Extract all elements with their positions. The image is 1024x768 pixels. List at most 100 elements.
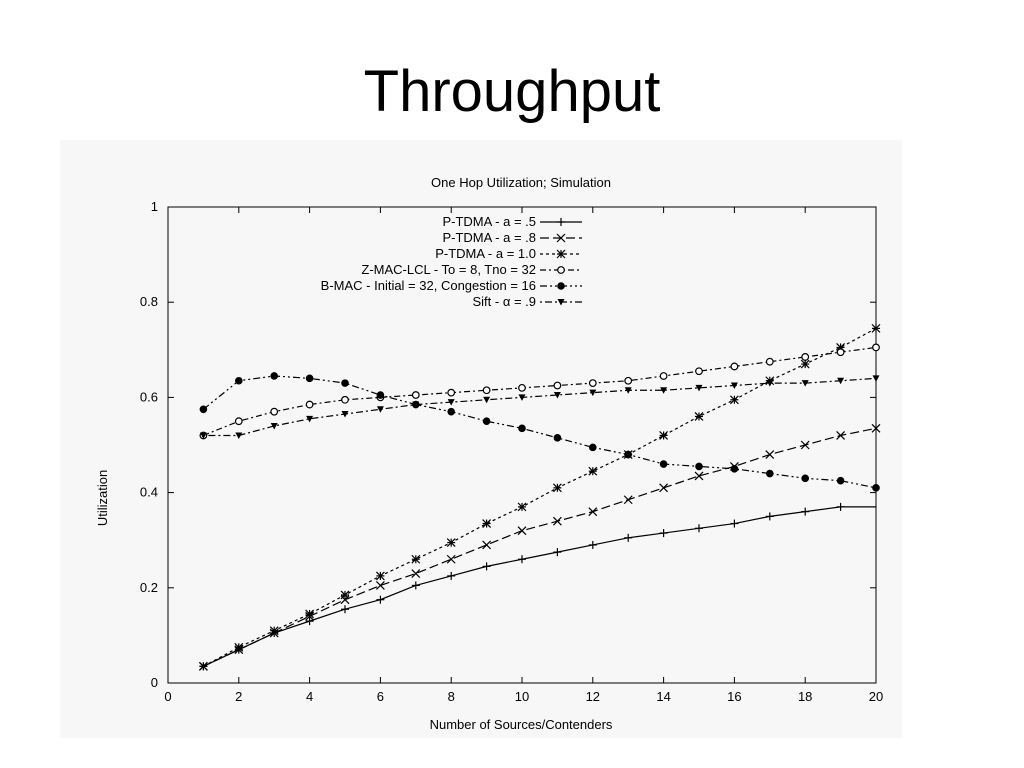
- data-point: [376, 406, 384, 413]
- data-point: [375, 580, 385, 590]
- data-point: [482, 540, 492, 550]
- series-6: [199, 375, 880, 439]
- data-point: [447, 407, 456, 416]
- data-point: [729, 395, 739, 405]
- legend-label: B-MAC - Initial = 32, Congestion = 16: [321, 278, 536, 293]
- data-point: [659, 460, 668, 468]
- y-tick-label: 0: [151, 675, 158, 690]
- data-point: [800, 359, 810, 369]
- data-point: [411, 554, 421, 564]
- data-point: [694, 412, 704, 421]
- y-tick-label: 0.6: [140, 389, 158, 404]
- data-point: [482, 417, 491, 426]
- data-point: [872, 375, 880, 382]
- data-point: [801, 474, 810, 483]
- data-point: [482, 562, 491, 571]
- data-point: [588, 540, 597, 549]
- x-tick-label: 10: [515, 689, 529, 704]
- data-point: [306, 415, 314, 423]
- legend-marker: [556, 249, 566, 259]
- data-point: [235, 432, 243, 439]
- data-point: [589, 443, 597, 452]
- data-point: [766, 469, 774, 478]
- data-point: [588, 466, 598, 476]
- data-point: [553, 548, 562, 557]
- data-point: [765, 357, 774, 366]
- data-point: [199, 432, 207, 439]
- series-1: [199, 502, 876, 671]
- legend-marker: [557, 282, 565, 290]
- data-point: [270, 407, 279, 416]
- data-point: [800, 440, 810, 450]
- data-point: [517, 526, 527, 536]
- x-tick-label: 18: [798, 689, 812, 704]
- x-tick-label: 0: [164, 689, 171, 704]
- x-tick-label: 20: [869, 689, 883, 704]
- data-point: [198, 661, 208, 671]
- data-point: [623, 495, 633, 505]
- data-point: [412, 401, 420, 409]
- data-point: [694, 471, 704, 481]
- data-point: [624, 387, 632, 394]
- legend-entry: Sift - α = .9: [472, 294, 582, 309]
- legend-marker: [557, 299, 565, 306]
- data-point: [837, 377, 845, 385]
- data-point: [589, 389, 597, 397]
- data-point: [518, 424, 526, 433]
- data-point: [305, 617, 314, 626]
- legend-label: P-TDMA - a = 1.0: [435, 246, 536, 261]
- series-line: [203, 377, 877, 437]
- y-tick-label: 0.4: [140, 485, 158, 500]
- data-point: [375, 571, 385, 581]
- data-point: [376, 595, 385, 604]
- data-point: [270, 422, 278, 430]
- data-point: [765, 450, 775, 459]
- x-axis-label: Number of Sources/Contenders: [430, 717, 613, 732]
- data-point: [518, 394, 526, 401]
- data-point: [695, 367, 703, 376]
- data-point: [234, 642, 244, 652]
- series-line: [203, 506, 876, 667]
- data-point: [836, 502, 845, 511]
- data-point: [518, 555, 526, 564]
- x-tick-label: 16: [727, 689, 741, 704]
- data-point: [482, 519, 492, 528]
- series-lines: [198, 323, 881, 671]
- x-tick-label: 2: [235, 689, 242, 704]
- data-point: [695, 462, 703, 471]
- x-tick-label: 8: [448, 689, 455, 704]
- legend-entry: B-MAC - Initial = 32, Congestion = 16: [321, 278, 582, 293]
- legend-entry: Z-MAC-LCL - To = 8, Tno = 32: [361, 262, 582, 277]
- data-point: [482, 386, 491, 395]
- series-line: [203, 375, 877, 489]
- data-point: [269, 626, 279, 636]
- data-point: [447, 399, 455, 406]
- legend-label: P-TDMA - a = .8: [442, 230, 536, 245]
- data-point: [553, 381, 562, 390]
- x-tick-label: 6: [377, 689, 384, 704]
- data-point: [624, 533, 633, 542]
- data-point: [836, 431, 846, 440]
- data-point: [588, 379, 597, 388]
- data-point: [553, 434, 562, 442]
- data-point: [518, 383, 526, 392]
- data-point: [340, 590, 350, 600]
- data-point: [341, 411, 349, 418]
- data-point: [411, 581, 420, 590]
- data-point: [305, 400, 314, 409]
- data-point: [376, 391, 385, 399]
- data-point: [341, 395, 349, 404]
- data-point: [624, 376, 633, 385]
- data-point: [660, 387, 668, 394]
- data-point: [695, 384, 703, 392]
- x-tick-label: 12: [586, 689, 600, 704]
- y-axis-label: Utilization: [95, 470, 110, 526]
- data-point: [446, 554, 456, 564]
- data-point: [624, 450, 633, 459]
- data-point: [659, 529, 668, 538]
- series-3: [198, 323, 881, 671]
- series-5: [199, 372, 880, 492]
- data-point: [447, 388, 456, 397]
- x-tick-label: 4: [306, 689, 313, 704]
- chart-panel: One Hop Utilization; Simulation Number o…: [60, 140, 902, 738]
